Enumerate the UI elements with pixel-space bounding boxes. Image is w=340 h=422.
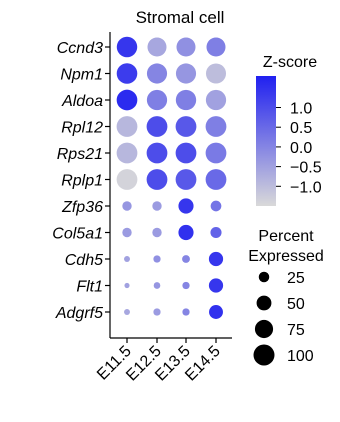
dot (182, 308, 190, 316)
percent-legend: Percent Expressed 25 50 75 100 (248, 228, 324, 366)
gene-axis: Ccnd3 Npm1 Aldoa Rpl12 Rps21 Rplp1 Zfp36 Col5a1… (52, 32, 111, 338)
gene-label: Rplp1 (61, 173, 103, 190)
zscore-tick-label: −0.5 (290, 160, 322, 177)
dot (208, 278, 224, 293)
dot (205, 116, 227, 137)
size-legend-dot (253, 344, 275, 366)
dot (178, 198, 194, 214)
percent-legend-title-line2: Expressed (248, 248, 324, 265)
dot (182, 255, 190, 263)
gene-label: Adgrf5 (55, 305, 103, 322)
dot (146, 142, 168, 164)
gene-label: Npm1 (60, 67, 103, 84)
size-legend-dot (254, 319, 274, 339)
dot (175, 169, 197, 190)
size-legend-label: 100 (287, 348, 314, 365)
zscore-legend-title: Z-score (263, 54, 317, 71)
dot (124, 282, 130, 289)
dot (182, 281, 190, 290)
dot (122, 227, 132, 238)
size-legend-dot (256, 295, 272, 311)
dot (147, 37, 167, 57)
gene-label: Rpl12 (61, 120, 103, 137)
dot (176, 37, 196, 57)
zscore-tick-label: 0.5 (290, 120, 312, 137)
dot (116, 63, 138, 84)
dot (175, 116, 197, 137)
dot (210, 200, 222, 212)
size-legend-label: 50 (287, 296, 305, 313)
zscore-colorbar (256, 76, 276, 206)
dot (205, 142, 227, 164)
gene-label: Col5a1 (52, 226, 103, 243)
dot (124, 309, 130, 315)
gene-labels: Ccnd3 Npm1 Aldoa Rpl12 Rps21 Rplp1 Zfp36 Col5a1… (52, 40, 110, 322)
dot (152, 227, 162, 238)
stage-label: E14.5 (182, 343, 224, 385)
dot (206, 37, 226, 57)
dot (205, 89, 227, 111)
dot (153, 282, 161, 289)
dot (209, 305, 223, 319)
gene-label: Ccnd3 (57, 40, 103, 57)
dot (146, 169, 168, 190)
chart-title: Stromal cell (136, 8, 225, 27)
dot (116, 89, 138, 111)
dot (146, 116, 168, 137)
size-legend-label: 75 (287, 322, 305, 339)
dot (124, 256, 130, 262)
percent-legend-title-line1: Percent (258, 228, 314, 245)
zscore-tick-label: 0.0 (290, 140, 312, 157)
dot (205, 169, 227, 190)
zscore-legend: Z-score 1.0 0.5 0.0 −0.5 −1.0 (256, 54, 322, 206)
dot (146, 63, 168, 84)
gene-label: Zfp36 (61, 199, 103, 216)
dot (153, 255, 161, 263)
dot (175, 89, 197, 111)
zscore-ticks: 1.0 0.5 0.0 −0.5 −1.0 (276, 101, 322, 196)
gene-label: Cdh5 (65, 252, 103, 269)
dot (175, 142, 197, 164)
dot (152, 201, 162, 211)
dot (122, 201, 132, 211)
dot-matrix (116, 36, 227, 319)
dot (146, 89, 168, 111)
dot (208, 251, 224, 267)
size-legend-dot (258, 271, 270, 283)
dot (116, 116, 138, 137)
dot (116, 142, 138, 164)
gene-label: Flt1 (76, 279, 103, 296)
gene-label: Rps21 (57, 146, 103, 163)
dot (178, 224, 194, 241)
zscore-tick-label: −1.0 (290, 179, 322, 196)
size-legend-label: 25 (287, 270, 305, 287)
dot (153, 308, 161, 316)
dot (116, 36, 138, 58)
dot (210, 226, 222, 239)
zscore-tick-label: 1.0 (290, 101, 312, 118)
percent-legend-items: 25 50 75 100 (253, 270, 314, 366)
dot (175, 63, 197, 84)
gene-label: Aldoa (61, 93, 103, 110)
dot (205, 63, 227, 84)
dot (116, 169, 138, 190)
